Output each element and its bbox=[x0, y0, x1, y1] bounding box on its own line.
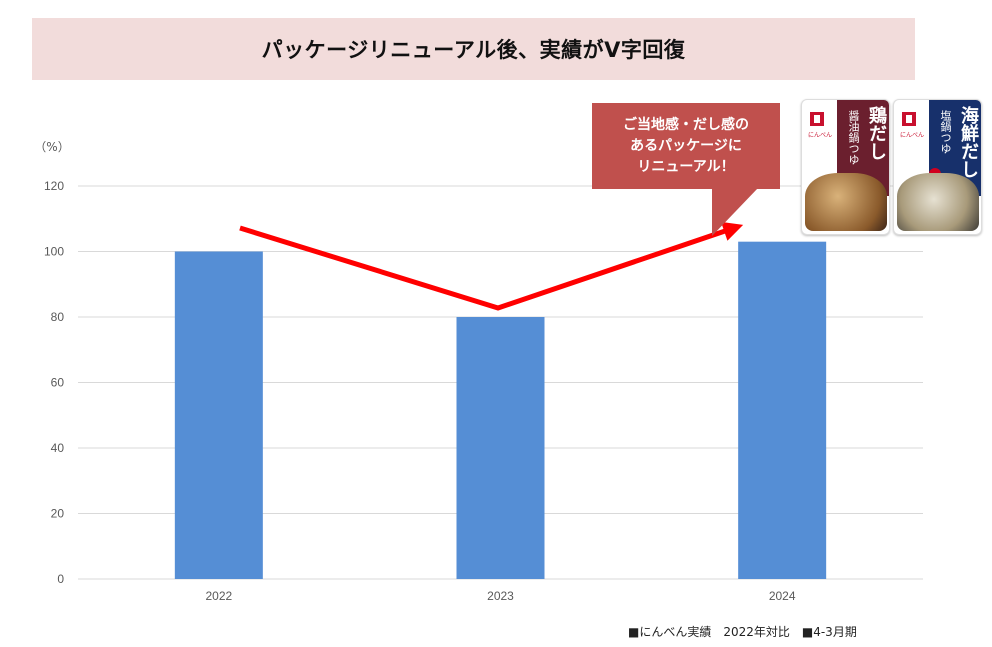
bar bbox=[738, 241, 827, 580]
y-tick-label: 80 bbox=[51, 310, 65, 324]
package-name: 海鮮だし bbox=[958, 106, 979, 178]
chart-title: パッケージリニューアル後、実績がV字回復 bbox=[261, 38, 686, 62]
product-package-seafood: にんべん 海鮮だし 塩鍋つゆ bbox=[893, 99, 982, 235]
x-tick-label: 2023 bbox=[487, 589, 514, 603]
package-subtitle: 醤油鍋つゆ bbox=[847, 110, 860, 165]
title-banner: パッケージリニューアル後、実績がV字回復 bbox=[32, 18, 915, 80]
x-tick-label: 2022 bbox=[205, 589, 232, 603]
trend-arrow-line bbox=[239, 225, 729, 311]
y-tick-label: 20 bbox=[51, 507, 65, 521]
y-tick-label: 100 bbox=[44, 245, 64, 259]
footnote: ■にんべん実績 2022年対比 ■4-3月期 bbox=[628, 625, 857, 639]
hotpot-photo bbox=[897, 173, 979, 231]
y-unit-label: （%） bbox=[34, 140, 69, 154]
callout-pointer bbox=[712, 188, 758, 236]
x-tick-label: 2024 bbox=[769, 589, 796, 603]
brand-logo-icon bbox=[810, 112, 824, 126]
y-tick-label: 60 bbox=[51, 376, 65, 390]
package-name: 鶏だし bbox=[866, 106, 887, 160]
bar bbox=[456, 317, 545, 579]
bar bbox=[174, 251, 263, 579]
y-tick-label: 120 bbox=[44, 179, 64, 193]
callout-line-2: あるパッケージに bbox=[630, 137, 742, 154]
callout-line-3: リニューアル！ bbox=[637, 158, 735, 175]
package-brand: にんべん bbox=[900, 132, 925, 139]
renewal-callout: ご当地感・だし感の あるパッケージに リニューアル！ bbox=[592, 103, 780, 189]
callout-line-1: ご当地感・だし感の bbox=[623, 116, 749, 133]
product-package-chicken: にんべん 鶏だし 醤油鍋つゆ bbox=[801, 99, 890, 235]
package-brand: にんべん bbox=[808, 132, 833, 139]
package-subtitle: 塩鍋つゆ bbox=[939, 110, 952, 154]
y-tick-label: 0 bbox=[57, 572, 64, 586]
brand-logo-icon bbox=[902, 112, 916, 126]
y-tick-label: 40 bbox=[51, 441, 65, 455]
hotpot-photo bbox=[805, 173, 887, 231]
